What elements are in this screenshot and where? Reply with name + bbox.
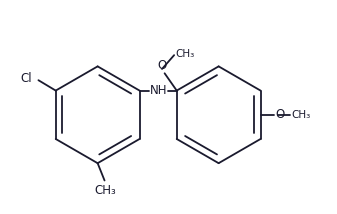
Text: CH₃: CH₃ (176, 49, 195, 59)
Text: O: O (275, 108, 284, 121)
Text: Cl: Cl (20, 72, 32, 85)
Text: CH₃: CH₃ (291, 110, 310, 120)
Text: CH₃: CH₃ (95, 184, 116, 197)
Text: NH: NH (149, 84, 167, 97)
Text: O: O (157, 59, 166, 71)
